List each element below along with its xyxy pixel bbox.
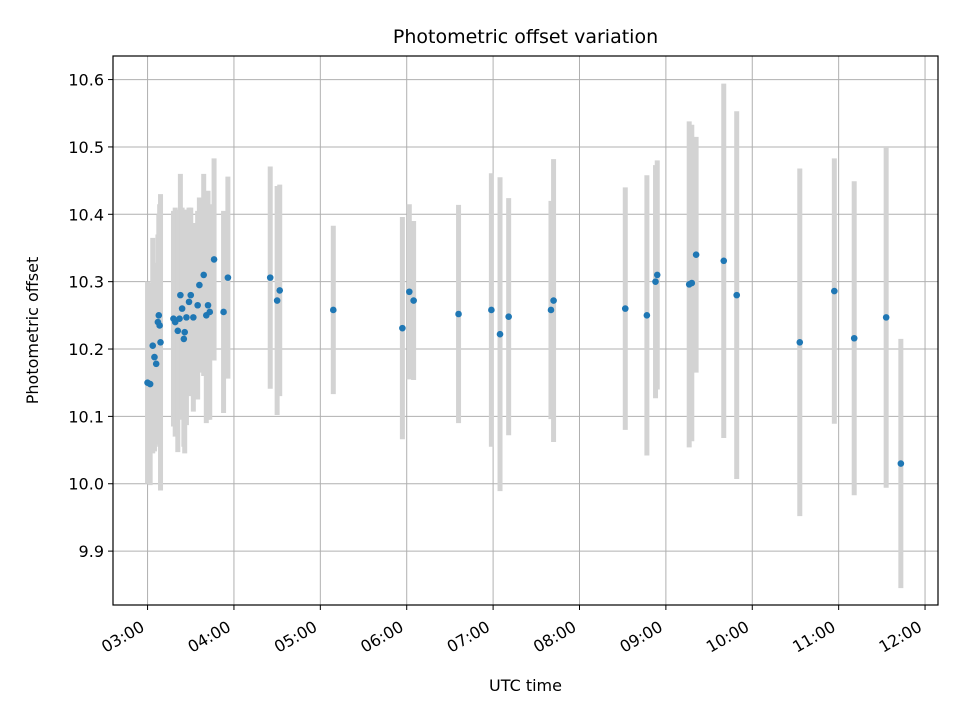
data-point xyxy=(190,314,197,321)
data-point xyxy=(220,308,227,316)
data-point xyxy=(882,314,890,321)
chart-title: Photometric offset variation xyxy=(393,26,658,48)
data-point xyxy=(156,322,163,329)
data-point xyxy=(550,297,557,304)
y-tick-label: 10.1 xyxy=(68,407,104,426)
data-point xyxy=(187,291,195,299)
data-point xyxy=(897,460,905,467)
data-point xyxy=(547,306,555,314)
x-tick-label: 10:00 xyxy=(703,617,752,657)
data-point xyxy=(410,297,417,304)
data-point xyxy=(796,338,804,346)
y-tick-label: 10.3 xyxy=(68,273,104,292)
plot-frame xyxy=(112,55,939,606)
data-point xyxy=(850,334,858,342)
y-tick-label: 10.5 xyxy=(68,138,104,157)
error-bars xyxy=(145,83,904,589)
data-point xyxy=(196,281,203,289)
data-point xyxy=(406,288,413,296)
data-point xyxy=(151,353,158,361)
y-tick-label: 9.9 xyxy=(79,542,104,561)
data-point xyxy=(643,312,651,319)
data-point xyxy=(176,315,183,323)
data-point xyxy=(692,251,700,259)
data-point xyxy=(178,305,186,312)
data-point xyxy=(273,297,281,304)
x-tick-label: 12:00 xyxy=(876,617,925,657)
x-tick-label: 06:00 xyxy=(357,617,406,657)
data-point xyxy=(621,305,629,312)
data-points xyxy=(144,251,905,467)
y-axis-title: Photometric offset xyxy=(23,257,42,405)
data-point xyxy=(183,314,190,321)
data-point xyxy=(266,274,274,281)
data-point xyxy=(496,330,504,338)
data-point xyxy=(455,310,462,318)
x-tick-label: 04:00 xyxy=(185,617,234,657)
data-point xyxy=(224,274,232,281)
data-point xyxy=(180,335,188,343)
data-point xyxy=(206,308,214,316)
x-tick-label: 05:00 xyxy=(271,617,320,657)
data-point xyxy=(149,342,157,349)
data-point xyxy=(488,306,495,314)
data-point xyxy=(146,380,154,388)
data-point xyxy=(688,279,696,287)
data-point xyxy=(181,328,189,336)
data-point xyxy=(185,298,193,306)
data-point xyxy=(200,271,208,279)
y-tick-label: 10.0 xyxy=(68,475,104,494)
data-point xyxy=(399,324,406,332)
data-point xyxy=(652,278,659,285)
data-point xyxy=(204,301,212,309)
data-point xyxy=(329,306,337,314)
data-point xyxy=(210,256,218,263)
y-axis-ticks: 9.9 10.0 10.1 10.2 10.3 10.4 10.5 10.6 xyxy=(68,71,113,561)
data-point xyxy=(174,327,182,335)
x-tick-label: 07:00 xyxy=(444,617,493,657)
data-point xyxy=(194,301,201,309)
data-point xyxy=(733,291,741,299)
y-tick-label: 10.4 xyxy=(68,205,104,224)
x-tick-label: 08:00 xyxy=(530,617,579,657)
x-tick-label: 11:00 xyxy=(789,617,838,657)
x-tick-label: 03:00 xyxy=(98,617,147,657)
data-point xyxy=(831,287,838,295)
data-point xyxy=(276,287,284,294)
y-tick-label: 10.6 xyxy=(68,71,104,90)
data-point xyxy=(157,338,164,346)
data-point xyxy=(152,360,160,368)
data-point xyxy=(720,257,728,265)
x-tick-label: 09:00 xyxy=(616,617,665,657)
x-axis-title: UTC time xyxy=(489,676,562,695)
grid-lines xyxy=(113,56,938,605)
data-point xyxy=(505,313,512,320)
data-point xyxy=(653,271,661,279)
y-tick-label: 10.2 xyxy=(68,340,104,359)
data-point xyxy=(155,312,163,319)
data-point xyxy=(177,291,184,299)
x-axis-ticks: 03:00 04:00 05:00 06:00 07:00 08:00 09:00 10:00… xyxy=(98,605,926,657)
